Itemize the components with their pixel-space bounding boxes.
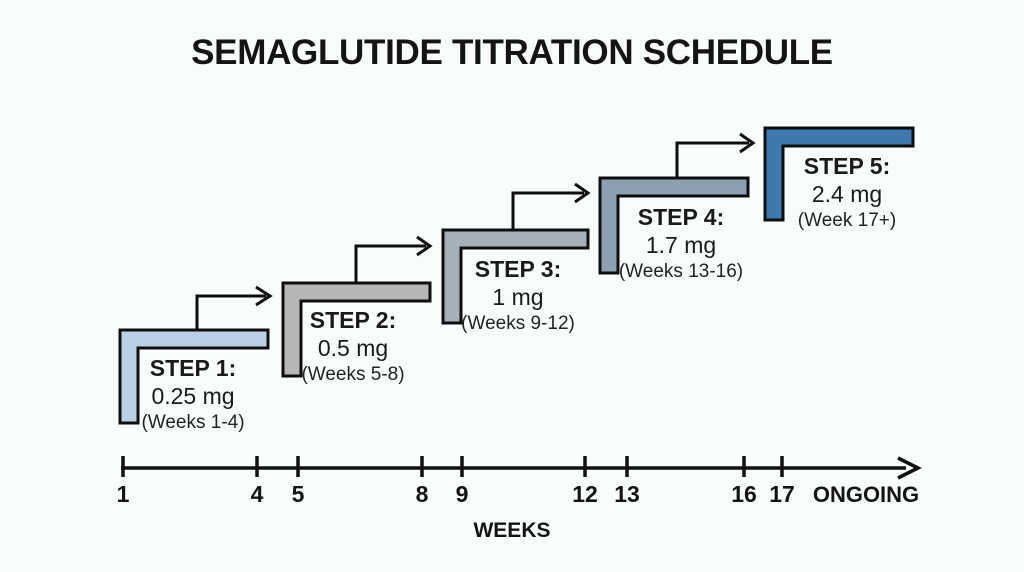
step-3-weeks: (Weeks 9-12) — [461, 312, 575, 334]
step-up-arrow-4-icon — [675, 132, 756, 178]
step-1-dose: 0.25 mg — [151, 383, 235, 410]
step-2-lshape — [281, 281, 432, 378]
step-3-label: STEP 3: — [474, 256, 562, 282]
step-up-arrow-3-icon — [511, 182, 591, 230]
tick-label-week-16: 16 — [731, 481, 757, 507]
step-2-text: STEP 2: 0.5 mg (Weeks 5-8) — [258, 307, 448, 386]
tick-label-week-8: 8 — [415, 481, 429, 507]
tick-label-week-17: 17 — [769, 481, 795, 507]
step-up-arrow-2-icon — [354, 235, 433, 283]
step-3-lshape — [441, 228, 590, 325]
step-3-dose: 1 mg — [492, 284, 544, 311]
timeline-tick-marks — [121, 456, 784, 477]
step-3-text: STEP 3: 1 mg (Weeks 9-12) — [423, 256, 613, 335]
step-5-dose: 2.4 mg — [811, 181, 883, 208]
step-2-weeks: (Weeks 5-8) — [301, 363, 405, 385]
weeks-axis-label: WEEKS — [473, 519, 551, 542]
step-1-text: STEP 1: 0.25 mg (Weeks 1-4) — [98, 355, 288, 434]
step-5-label: STEP 5: — [803, 153, 891, 179]
page-title: SEMAGLUTIDE TITRATION SCHEDULE — [191, 33, 833, 72]
step-1-label: STEP 1: — [149, 355, 237, 381]
step-5-text: STEP 5: 2.4 mg (Week 17+) — [752, 153, 942, 232]
tick-label-week-5: 5 — [291, 481, 305, 507]
step-2-label: STEP 2: — [309, 307, 397, 333]
step-4-label: STEP 4: — [637, 204, 725, 230]
step-4-text: STEP 4: 1.7 mg (Weeks 13-16) — [586, 204, 776, 283]
step-1-weeks: (Weeks 1-4) — [141, 411, 245, 433]
step-4-dose: 1.7 mg — [645, 232, 717, 259]
timeline-arrowhead-icon — [897, 456, 922, 480]
step-1-lshape — [118, 328, 270, 425]
tick-label-week-4: 4 — [250, 481, 264, 507]
tick-label-week-9: 9 — [455, 481, 469, 507]
step-4-weeks: (Weeks 13-16) — [618, 260, 744, 282]
ongoing-label: ONGOING — [812, 482, 920, 507]
tick-label-week-13: 13 — [614, 481, 640, 507]
step-5-weeks: (Week 17+) — [797, 209, 897, 231]
tick-label-week-1: 1 — [116, 481, 130, 507]
tick-label-week-12: 12 — [572, 481, 598, 507]
step-4-lshape — [598, 176, 750, 275]
step-5-lshape — [763, 126, 915, 222]
step-up-arrow-1-icon — [195, 285, 273, 330]
step-2-dose: 0.5 mg — [317, 335, 389, 362]
